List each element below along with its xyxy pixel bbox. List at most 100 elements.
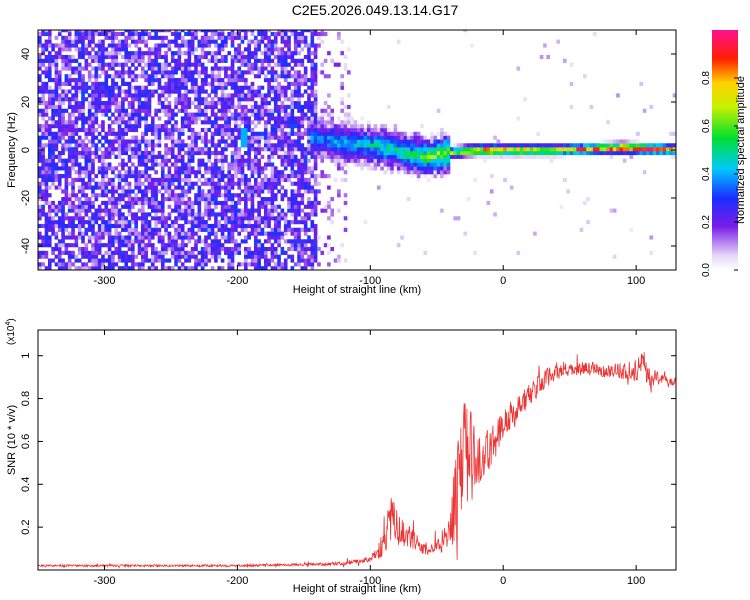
spectrogram-cell [81,127,85,133]
spectrogram-cell [390,143,394,148]
spectrogram-cell [443,170,448,175]
spectrogram-cell [124,30,129,33]
spectrogram-cell [144,147,148,152]
spectrogram-cell [64,39,69,44]
spectrogram-cell [220,66,225,71]
spectrogram-cell [270,250,275,255]
spectrogram-cell [662,150,667,156]
spectrogram-cell [111,66,115,71]
spectrogram-cell [194,223,198,229]
spectrogram-cell [280,193,285,198]
spectrogram-cell [283,51,288,56]
spectrogram-cell [436,131,441,136]
spectrogram-cell [61,66,65,71]
spectrogram-cell [612,139,617,144]
spectrogram-cell [436,139,441,144]
spectrogram-cell [174,204,178,209]
spectrogram-cell [283,31,288,37]
spectrogram-cell [57,254,62,259]
spectrogram-cell [283,174,288,179]
spectrogram-cell [234,246,238,252]
spectrogram-cell [147,66,152,71]
spectrogram-cell [134,170,138,175]
spectrogram-cell [97,124,102,129]
spectrogram-cell [214,131,218,136]
spectrogram-cell [267,258,271,263]
spectrogram-cell [327,51,331,56]
spectrogram-cell [257,170,261,175]
spectrogram-cell [290,258,295,263]
spectrogram-cell [131,97,135,102]
spectrogram-cell [164,189,168,194]
spectrogram-cell [257,246,261,252]
spectrogram-cell [47,162,52,167]
spectrogram-cell [87,220,92,225]
spectrogram-cell [124,147,129,152]
spectrogram-cell [61,135,65,140]
spectrogram-cell [260,185,265,190]
spectrogram-cell [94,266,99,270]
spectrogram-cell [54,262,59,267]
spectrogram-cell [300,78,305,83]
spectrogram-cell [513,150,517,156]
spectrogram-cell [244,223,248,229]
spectrogram-cell [41,150,45,156]
spectrogram-cell [320,120,325,125]
spectrogram-cell [247,116,251,121]
spectrogram-cell [313,189,318,194]
spectrogram-cell [307,181,311,186]
spectrogram-cell [61,223,65,229]
spectrogram-cell [300,197,305,202]
spectrogram-cell [340,39,345,44]
spectrogram-cell [463,30,467,33]
spectrogram-cell [280,177,285,182]
spectrogram-cell [234,143,238,148]
spectrogram-cell [290,208,295,213]
spectrogram-cell [144,89,148,94]
spectrogram-cell [297,89,301,94]
spectrogram-cell [47,220,52,225]
spectrogram-cell [303,216,308,221]
spectrogram-cell [117,51,122,56]
spectrogram-cell [94,31,99,37]
spectrogram-cell [54,112,59,117]
spectrogram-cell [141,250,145,255]
spectrogram-cell [107,74,112,79]
spectrogram-cell [141,66,145,71]
spectrogram-cell [320,116,325,121]
spectrogram-cell [307,204,311,209]
spectrogram-cell [267,120,271,125]
spectrogram-cell [337,127,341,133]
spectrogram-cell [51,97,55,102]
spectrogram-cell [184,254,188,259]
spectrogram-cell [134,124,138,129]
spectrogram-cell [473,154,477,159]
spectrogram-cell [184,193,188,198]
spectrogram-cell [41,147,45,152]
spectrogram-cell [486,150,491,156]
spectrogram-cell [97,154,102,159]
spectrogram-cell [237,43,241,48]
spectrogram-cell [38,254,42,259]
spectrogram-cell [177,177,182,182]
spectrogram-cell [220,108,225,113]
spectrogram-cell [51,227,55,232]
spectrogram-cell [373,158,378,163]
spectrogram-cell [396,162,401,167]
spectrogram-cell [97,85,102,90]
spectrogram-cell [220,208,225,213]
spectrogram-cell [280,154,285,159]
spectrogram-cell [313,239,318,244]
spectrogram-cell [237,127,241,133]
spectrogram-cell [154,250,158,255]
spectrogram-cell [121,101,125,106]
spectrogram-cell [144,143,148,148]
spectrogram-cell [357,147,361,152]
spectrogram-cell [61,58,65,63]
spectrogram-cell [87,197,92,202]
snr-x-label: Height of straight line (km) [293,583,421,595]
spectrogram-cell [313,30,318,33]
spectrogram-cell [61,166,65,171]
spectrogram-cell [157,101,162,106]
spectrogram-cell [666,147,670,152]
